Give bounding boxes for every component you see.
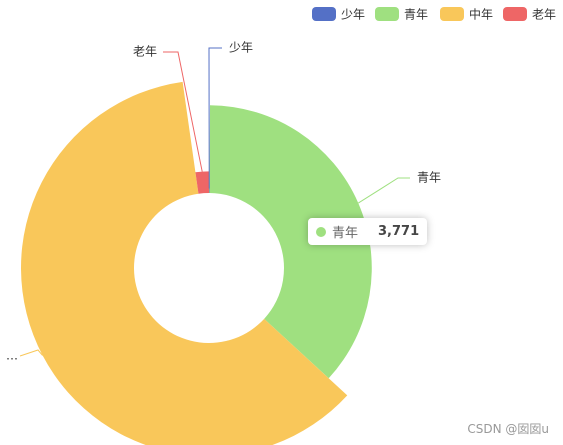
legend-label: 少年 <box>341 8 365 22</box>
slice <box>209 105 372 379</box>
slice-label: 老年 <box>133 45 157 59</box>
tooltip-name: 青年 <box>332 226 359 241</box>
legend-swatch <box>312 7 336 21</box>
watermark: CSDN @囡囡u <box>467 422 549 436</box>
tooltip: 青年 3,771 <box>308 218 428 245</box>
legend-label: 青年 <box>404 8 428 22</box>
label-line <box>358 177 410 204</box>
legend-label: 中年 <box>469 7 493 22</box>
slice <box>195 171 209 194</box>
slice <box>21 81 348 445</box>
legend-swatch <box>375 7 399 21</box>
legend-swatch <box>503 7 527 21</box>
legend-swatch <box>440 7 464 21</box>
tooltip-dot <box>316 226 326 237</box>
slice-label: … <box>6 349 18 363</box>
legend-label: 老年 <box>532 8 556 22</box>
label-line <box>208 47 222 189</box>
label-line <box>19 349 43 357</box>
label-line <box>163 51 203 172</box>
slice-label: 少年 <box>229 41 253 55</box>
slice-label: 青年 <box>417 171 441 185</box>
tooltip-value: 3,771 <box>378 224 420 239</box>
